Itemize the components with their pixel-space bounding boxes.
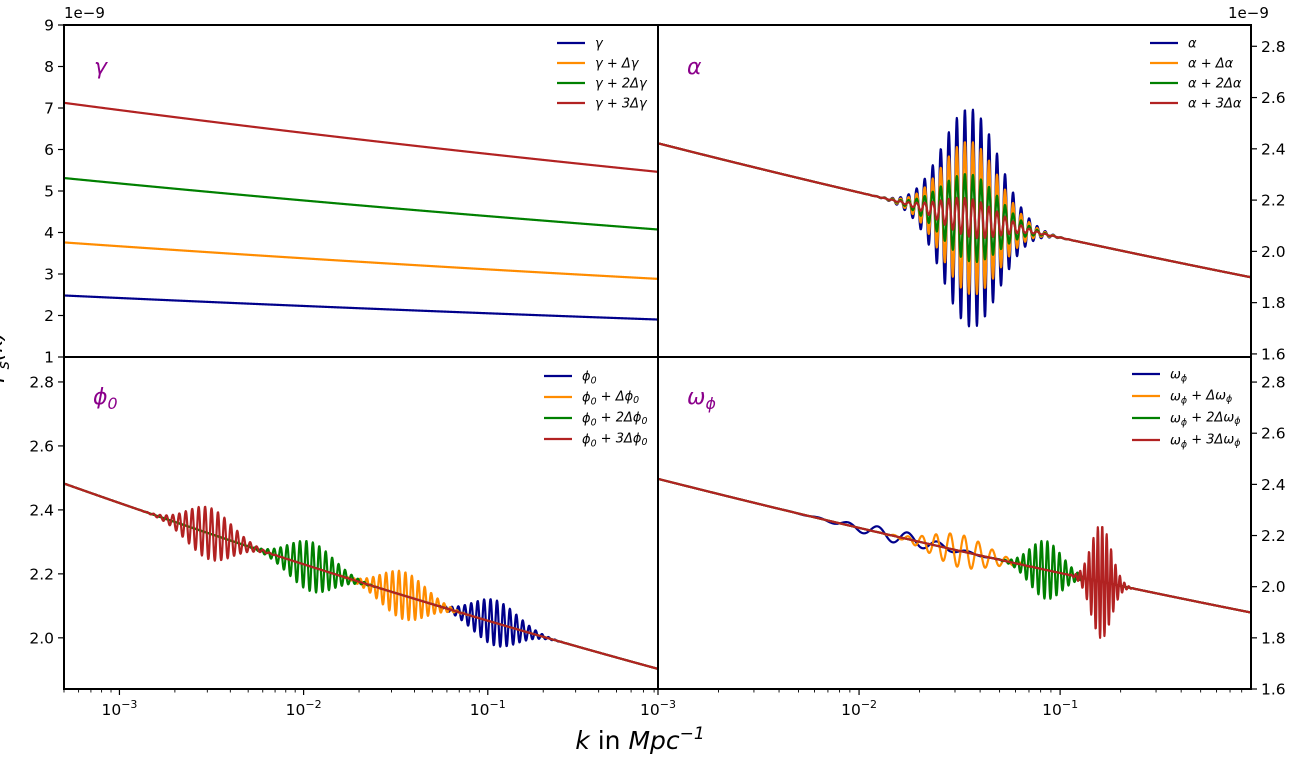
panel-gamma: 1 2 3 4 5 6 7 8 9 1e−9 γ γ γ + Δγ γ + 2Δγ γ + 3Δγ [44, 4, 659, 367]
legend-label: γ + 2Δγ [595, 77, 648, 92]
series-group [64, 482, 658, 670]
panel-alpha: 1.6 1.8 2.0 2.2 2.4 2.6 2.8 1e−9 α α α + Δα α + 2Δα… [657, 4, 1286, 363]
axes-frame [63, 356, 659, 690]
legend-label: ωϕ​ [1170, 368, 1187, 385]
legend-label: ϕ0​ [582, 370, 597, 387]
y-axis-label: Ps​(k) [0, 331, 13, 382]
legend-label: γ + Δγ [595, 57, 640, 72]
y-tick-label: 2.2 [29, 565, 54, 583]
series-line-1 [64, 241, 658, 280]
y-tick-label: 1.6 [1261, 345, 1286, 363]
y-tick-label: 5 [44, 183, 54, 201]
y-tick-label: 2.4 [1261, 476, 1286, 494]
y-tick-label: 2.8 [1261, 374, 1286, 392]
y-tick-label: 4 [44, 224, 54, 242]
y-tick-label: 2.4 [1261, 140, 1286, 158]
y-tick-label: 2.6 [29, 437, 54, 455]
y-tick-label: 2.2 [1261, 527, 1286, 545]
y-tick-label: 3 [44, 266, 54, 284]
y-tick-label: 1 [44, 349, 54, 367]
series-line-1 [64, 482, 658, 670]
series-line-3 [64, 101, 658, 173]
y-tick-label: 2.4 [29, 501, 54, 519]
legend-label: α + 2Δα [1188, 77, 1242, 92]
y-tick-label: 6 [44, 141, 54, 159]
series-line-2 [658, 477, 1251, 614]
legend-label: ωϕ​ + 3Δωϕ​ [1170, 432, 1240, 450]
series-line-0 [64, 294, 658, 321]
legend: γ γ + Δγ γ + 2Δγ γ + 3Δγ [557, 37, 648, 112]
y-tick-label: 8 [44, 58, 54, 76]
series-group [658, 477, 1251, 639]
x-tick-label: 10−1 [470, 698, 506, 719]
y-tick-label: 7 [44, 100, 54, 118]
legend-label: ϕ0​ + 2Δϕ0​ [582, 410, 647, 428]
series-line-0 [658, 477, 1251, 614]
y-tick-label: 2.6 [1261, 425, 1286, 443]
panel-label-alpha: α [687, 55, 702, 80]
legend-label: ωϕ​ + 2Δωϕ​ [1170, 410, 1240, 428]
y-tick-label: 2.0 [29, 629, 54, 647]
legend-label: γ + 3Δγ [595, 97, 648, 112]
y-tick-label: 2.0 [1261, 243, 1286, 261]
y-tick-label: 2.8 [29, 373, 54, 391]
series-line-2 [64, 482, 658, 670]
series-group [64, 101, 658, 321]
panel-omega: 1.61.82.02.22.42.62.810−310−210−1ωϕ​ωϕ​ω… [640, 356, 1286, 719]
series-line-3 [658, 142, 1251, 279]
series-line-3 [64, 482, 658, 670]
x-axis-label: k in Mpc−1 [575, 724, 704, 755]
panel-phi0: 2.0 2.2 2.4 2.6 2.8 10−3 10−2 10−1 ϕ0​ ϕ0​ ϕ0​ + Δ… [29, 356, 659, 719]
y-tick-label: 1.8 [1261, 629, 1286, 647]
series-line-3 [658, 477, 1251, 639]
y-tick-label: 9 [44, 17, 54, 35]
y-tick-label: 2.8 [1261, 38, 1286, 56]
legend-label: α + 3Δα [1188, 97, 1242, 112]
x-tick-label: 10−1 [1042, 698, 1078, 719]
y-tick-label: 1.6 [1261, 681, 1286, 699]
y-offset-label: 1e−9 [64, 4, 105, 22]
legend-label: ωϕ​ + Δωϕ​ [1170, 388, 1232, 406]
x-tick-label: 10−2 [286, 698, 322, 719]
legend: ωϕ​ ωϕ​ + Δωϕ​ ωϕ​ + 2Δωϕ​ ωϕ​ + 3Δωϕ​ [1132, 368, 1240, 450]
series-line-0 [64, 482, 658, 670]
panel-label-omega: ωϕ​ [687, 385, 716, 413]
legend: ϕ0​ ϕ0​ + Δϕ0​ ϕ0​ + 2Δϕ0​ ϕ0​ + 3Δϕ0​ [544, 370, 647, 449]
y-tick-label: 2.0 [1261, 578, 1286, 596]
y-tick-label: 1.8 [1261, 294, 1286, 312]
series-line-1 [658, 477, 1251, 614]
legend: α α + Δα α + 2Δα α + 3Δα [1150, 37, 1242, 112]
x-tick-label: 10−3 [640, 698, 676, 719]
y-tick-label: 2.2 [1261, 192, 1286, 210]
axes-frame [657, 356, 1252, 690]
x-tick-label: 10−3 [101, 698, 137, 719]
panel-label-phi0: ϕ0​ [93, 385, 118, 413]
legend-label: α + Δα [1188, 57, 1234, 72]
y-offset-label: 1e−9 [1228, 4, 1269, 22]
y-tick-label: 2.6 [1261, 89, 1286, 107]
x-tick-label: 10−2 [841, 698, 877, 719]
series-line-2 [64, 176, 658, 231]
legend-label: α [1188, 37, 1197, 52]
panel-label-gamma: γ [94, 55, 108, 80]
legend-label: ϕ0​ + Δϕ0​ [582, 389, 639, 407]
series-group [658, 108, 1251, 328]
legend-label: γ [595, 37, 604, 52]
legend-label: ϕ0​ + 3Δϕ0​ [582, 431, 647, 449]
y-tick-label: 2 [44, 307, 54, 325]
